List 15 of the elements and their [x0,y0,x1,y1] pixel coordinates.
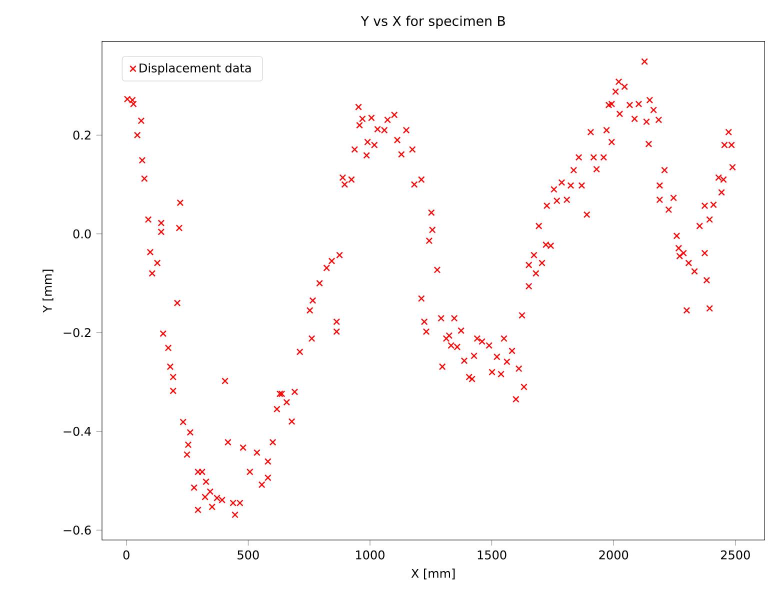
x-axis-title: X [mm] [411,568,455,580]
y-tick-label: −0.2 [64,328,90,338]
chart-title: Y vs X for specimen B [360,16,505,29]
x-tick-label: 500 [238,550,259,560]
y-tick-label: 0.2 [73,130,90,140]
y-tick-label: −0.4 [64,426,91,436]
x-tick-label: 1000 [356,550,384,560]
x-tick-label: 2000 [599,550,628,560]
y-tick-label: −0.6 [64,526,91,535]
x-tick-label: 0 [123,550,130,560]
legend-label: Displacement data [140,63,251,75]
x-tick-label: 2500 [721,550,750,560]
x-tick-label: 1500 [478,550,506,560]
y-axis-title: Y [mm] [42,270,54,313]
y-tick-label: 0.0 [73,229,91,238]
